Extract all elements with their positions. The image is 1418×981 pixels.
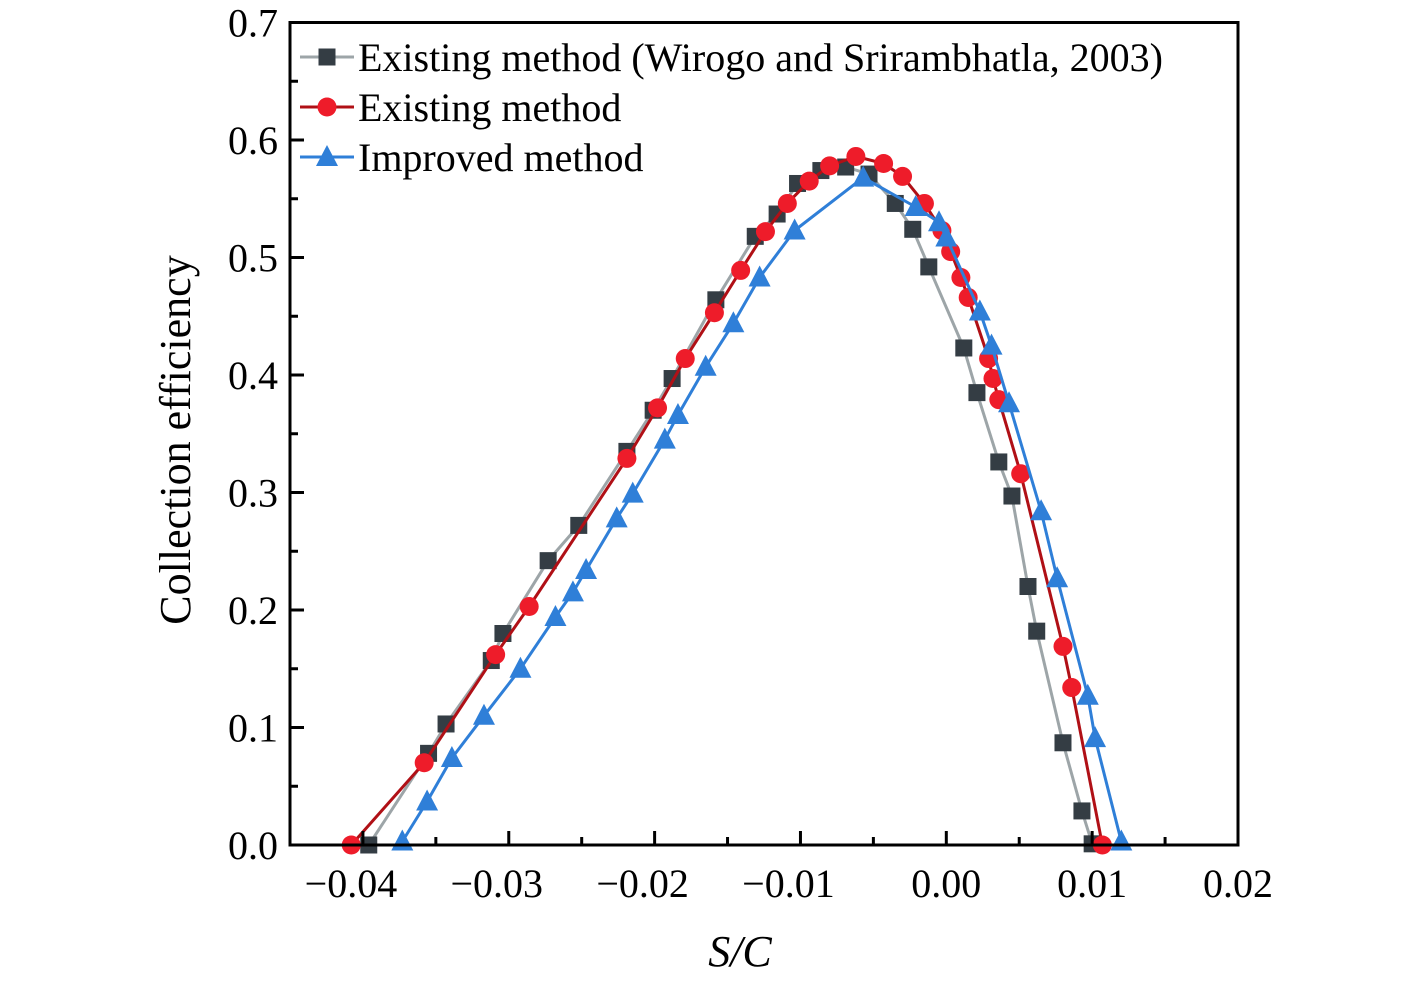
data-point xyxy=(1062,678,1082,698)
data-point xyxy=(570,516,588,534)
legend-label: Existing method (Wirogo and Srirambhatla… xyxy=(358,35,1163,80)
data-point xyxy=(437,715,455,733)
y-axis-title: Collection efficiency xyxy=(151,255,200,624)
legend-label: Improved method xyxy=(358,135,644,180)
data-point xyxy=(928,210,951,232)
data-point xyxy=(1110,829,1133,851)
data-point xyxy=(1019,578,1037,595)
data-point xyxy=(391,829,414,851)
data-point xyxy=(935,225,958,247)
data-point xyxy=(675,349,695,369)
data-point xyxy=(694,354,717,376)
y-tick-label: 0.3 xyxy=(228,471,278,516)
x-tick-label: −0.04 xyxy=(305,861,398,906)
data-point xyxy=(544,605,567,627)
x-tick-label: 0.00 xyxy=(911,861,981,906)
data-point xyxy=(648,398,668,418)
data-point xyxy=(653,427,676,449)
data-point xyxy=(783,218,806,240)
data-point xyxy=(1046,566,1069,588)
data-point xyxy=(561,580,584,602)
y-tick-label: 0.2 xyxy=(228,588,278,633)
data-point xyxy=(416,789,439,811)
x-axis-title: S/C xyxy=(708,927,772,976)
data-point xyxy=(666,402,689,424)
data-point xyxy=(539,552,557,570)
x-tick-label: 0.01 xyxy=(1057,861,1127,906)
data-point xyxy=(722,311,745,333)
legend-item: Existing method (Wirogo and Srirambhatla… xyxy=(300,35,1163,80)
data-point xyxy=(748,265,771,287)
data-point xyxy=(874,154,894,173)
y-tick-label: 0.6 xyxy=(228,118,278,163)
legend-marker-circle-icon xyxy=(317,97,337,117)
series-square xyxy=(360,158,1101,854)
data-point xyxy=(990,453,1008,471)
legend-item: Improved method xyxy=(300,135,644,180)
data-point xyxy=(980,333,1003,355)
data-point xyxy=(983,369,1003,389)
data-point xyxy=(904,220,922,238)
x-tick-label: −0.02 xyxy=(596,861,689,906)
data-point xyxy=(893,166,913,186)
data-point xyxy=(575,558,598,580)
y-tick-label: 0.4 xyxy=(228,353,278,398)
x-tick-label: −0.03 xyxy=(450,861,543,906)
data-point xyxy=(472,703,495,725)
y-tick-label: 0.1 xyxy=(228,706,278,751)
legend-label: Existing method xyxy=(358,85,621,130)
legend-marker-square-icon xyxy=(318,48,336,66)
data-point xyxy=(755,222,775,242)
y-tick-label: 0.5 xyxy=(228,236,278,281)
data-point xyxy=(852,165,875,187)
series-line xyxy=(367,165,1094,846)
series-layer xyxy=(341,146,1133,855)
data-point xyxy=(1011,464,1031,484)
data-point xyxy=(1003,487,1021,505)
data-point xyxy=(621,481,644,503)
data-point xyxy=(1076,683,1099,705)
data-point xyxy=(799,171,819,191)
legend-item: Existing method xyxy=(300,85,621,130)
data-point xyxy=(1084,726,1107,748)
data-point xyxy=(920,258,938,276)
data-point xyxy=(704,303,724,323)
ticks-layer: −0.04 −0.03 −0.02 −0.01 0.00 0.01 0.02 0.0 0.1 0.… xyxy=(228,1,1273,907)
data-point xyxy=(1073,802,1091,820)
data-point xyxy=(1053,636,1073,656)
data-point xyxy=(998,391,1021,413)
data-point xyxy=(731,260,751,280)
x-tick-label: 0.02 xyxy=(1203,861,1273,906)
series-line xyxy=(401,176,1123,843)
x-tick-label: −0.01 xyxy=(742,861,835,906)
data-point xyxy=(617,448,637,468)
data-point xyxy=(1030,499,1053,521)
data-point xyxy=(509,656,532,678)
data-point xyxy=(1054,734,1072,752)
data-point xyxy=(846,146,866,166)
legend-marker-triangle-icon xyxy=(316,145,338,166)
series-line xyxy=(350,154,1104,846)
data-point xyxy=(440,746,463,768)
series-triangle xyxy=(391,165,1133,851)
series-circle xyxy=(341,146,1112,855)
y-tick-label: 0.0 xyxy=(228,823,278,868)
data-point xyxy=(955,339,973,357)
data-point xyxy=(1028,622,1046,640)
data-point xyxy=(519,596,539,616)
data-point xyxy=(605,506,628,528)
data-point xyxy=(904,194,927,216)
data-point xyxy=(777,193,797,213)
y-tick-label: 0.7 xyxy=(228,1,278,46)
data-point xyxy=(486,645,506,665)
data-point xyxy=(968,299,991,321)
data-point xyxy=(968,384,986,402)
legend: Existing method (Wirogo and Srirambhatla… xyxy=(300,35,1163,180)
data-point xyxy=(820,156,840,176)
data-point xyxy=(414,753,434,773)
